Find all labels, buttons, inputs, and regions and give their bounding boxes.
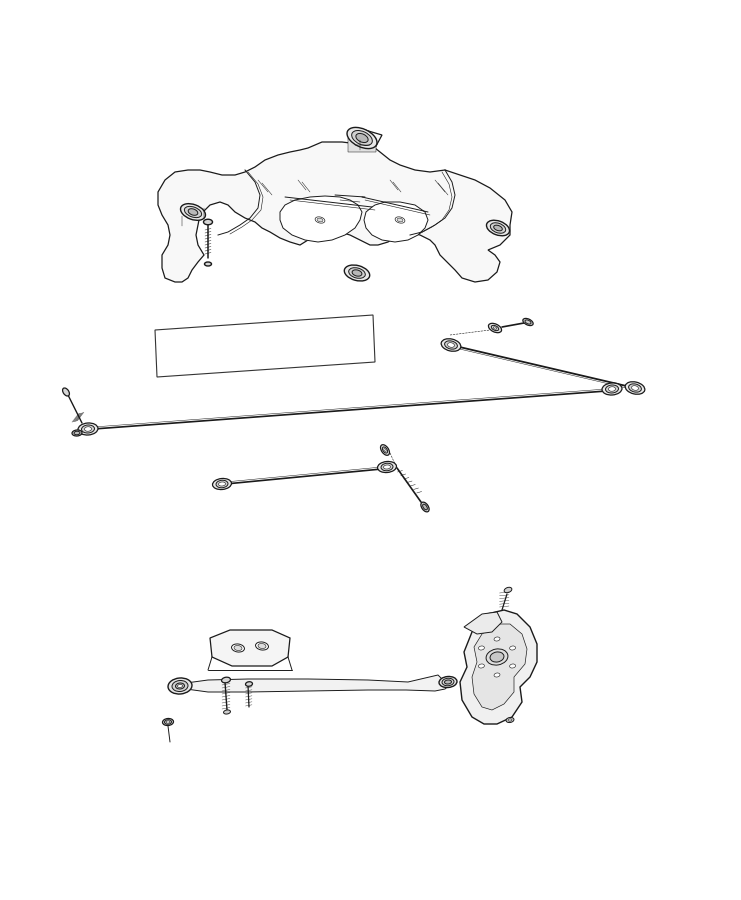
- Ellipse shape: [172, 680, 188, 691]
- Ellipse shape: [216, 481, 228, 488]
- Ellipse shape: [608, 387, 616, 392]
- Ellipse shape: [84, 427, 91, 431]
- Ellipse shape: [439, 677, 457, 688]
- Ellipse shape: [523, 319, 533, 326]
- Ellipse shape: [352, 130, 372, 146]
- Ellipse shape: [525, 320, 531, 324]
- Ellipse shape: [185, 206, 202, 218]
- Ellipse shape: [352, 270, 362, 276]
- Ellipse shape: [384, 465, 391, 469]
- Ellipse shape: [448, 343, 454, 347]
- Ellipse shape: [479, 664, 485, 668]
- Ellipse shape: [490, 652, 504, 662]
- Polygon shape: [364, 202, 428, 242]
- Ellipse shape: [222, 677, 230, 683]
- Ellipse shape: [445, 341, 457, 349]
- Ellipse shape: [219, 482, 225, 486]
- Ellipse shape: [494, 225, 502, 230]
- Ellipse shape: [74, 431, 80, 435]
- Ellipse shape: [178, 685, 182, 688]
- Ellipse shape: [602, 383, 622, 395]
- Ellipse shape: [382, 447, 388, 453]
- Ellipse shape: [224, 710, 230, 714]
- Polygon shape: [348, 138, 376, 152]
- Ellipse shape: [165, 720, 171, 724]
- Ellipse shape: [181, 203, 205, 220]
- Ellipse shape: [377, 462, 396, 472]
- Ellipse shape: [479, 646, 485, 650]
- Ellipse shape: [494, 637, 500, 641]
- Ellipse shape: [442, 679, 454, 686]
- Ellipse shape: [491, 223, 505, 233]
- Ellipse shape: [62, 388, 70, 396]
- Ellipse shape: [395, 217, 405, 223]
- Ellipse shape: [631, 386, 639, 391]
- Ellipse shape: [168, 678, 192, 694]
- Ellipse shape: [347, 128, 377, 148]
- Ellipse shape: [421, 502, 429, 512]
- Ellipse shape: [204, 220, 213, 225]
- Ellipse shape: [356, 133, 368, 142]
- Ellipse shape: [628, 383, 642, 392]
- Ellipse shape: [494, 673, 500, 677]
- Ellipse shape: [494, 327, 496, 329]
- Ellipse shape: [625, 382, 645, 394]
- Ellipse shape: [441, 338, 461, 351]
- Ellipse shape: [506, 717, 514, 723]
- Ellipse shape: [78, 423, 98, 435]
- Ellipse shape: [381, 445, 390, 455]
- Ellipse shape: [422, 504, 428, 509]
- Ellipse shape: [188, 209, 198, 215]
- Polygon shape: [186, 675, 453, 692]
- Ellipse shape: [231, 644, 245, 652]
- Ellipse shape: [510, 646, 516, 650]
- Polygon shape: [158, 130, 512, 282]
- Ellipse shape: [234, 645, 242, 651]
- Ellipse shape: [72, 430, 82, 436]
- Ellipse shape: [384, 449, 386, 451]
- Ellipse shape: [381, 464, 393, 471]
- Ellipse shape: [256, 642, 268, 650]
- Ellipse shape: [82, 425, 95, 433]
- Polygon shape: [472, 624, 527, 710]
- Ellipse shape: [510, 664, 516, 668]
- Ellipse shape: [162, 718, 173, 725]
- Ellipse shape: [487, 220, 510, 236]
- Ellipse shape: [315, 217, 325, 223]
- Ellipse shape: [245, 681, 253, 687]
- Ellipse shape: [397, 218, 403, 222]
- Ellipse shape: [213, 479, 231, 490]
- Ellipse shape: [445, 680, 451, 684]
- Ellipse shape: [345, 265, 370, 281]
- Ellipse shape: [317, 218, 323, 222]
- Ellipse shape: [605, 385, 619, 393]
- Ellipse shape: [508, 719, 512, 721]
- Ellipse shape: [486, 649, 508, 665]
- Ellipse shape: [205, 262, 211, 266]
- Ellipse shape: [491, 326, 499, 330]
- Polygon shape: [280, 196, 362, 242]
- Ellipse shape: [166, 721, 170, 723]
- Polygon shape: [460, 610, 537, 724]
- Polygon shape: [210, 630, 290, 666]
- Ellipse shape: [349, 267, 365, 278]
- Polygon shape: [464, 612, 502, 634]
- Ellipse shape: [258, 644, 266, 649]
- Ellipse shape: [504, 588, 512, 593]
- Ellipse shape: [176, 683, 185, 689]
- Ellipse shape: [488, 323, 502, 333]
